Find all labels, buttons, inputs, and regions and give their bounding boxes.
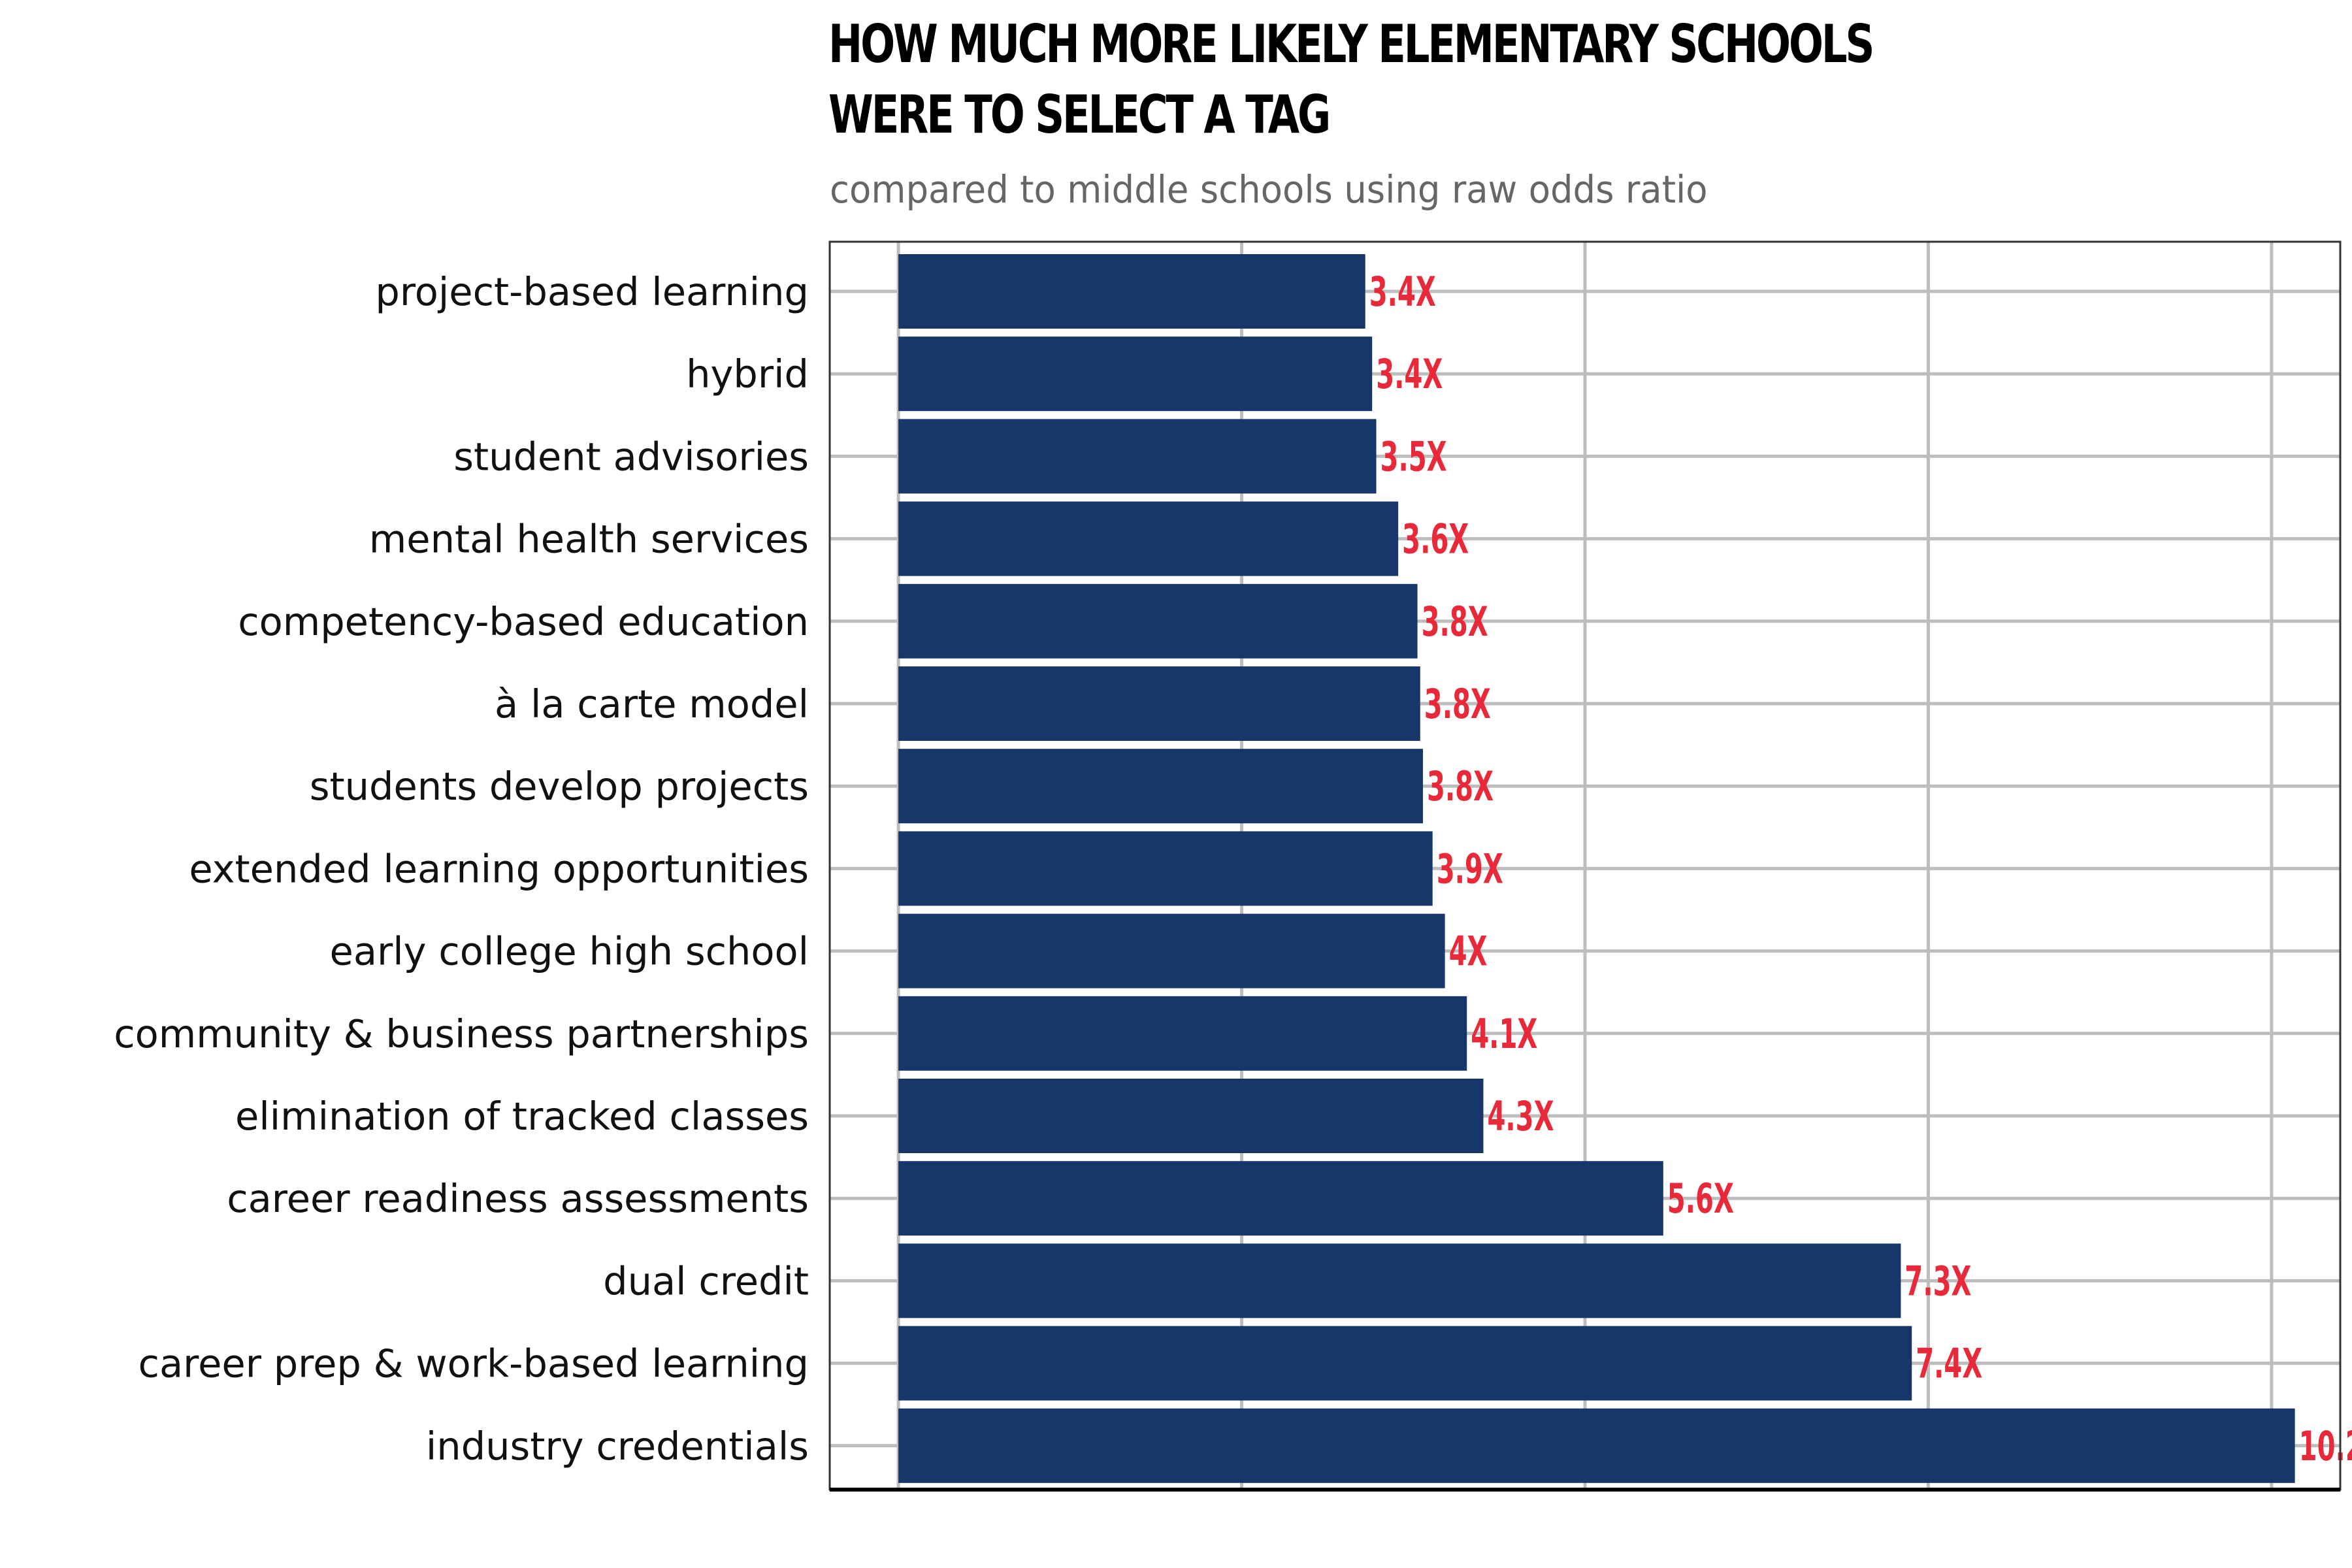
chart-subtitle: compared to middle schools using raw odd… bbox=[830, 167, 1708, 212]
category-label: student advisories bbox=[453, 434, 809, 479]
bar bbox=[898, 336, 1373, 412]
value-label: 3.6X bbox=[1402, 515, 1469, 563]
plot-frame bbox=[828, 240, 2342, 1492]
bar bbox=[898, 1326, 1912, 1401]
value-label: 3.5X bbox=[1380, 433, 1447, 480]
category-label: mental health services bbox=[369, 517, 809, 562]
value-label: 3.9X bbox=[1437, 845, 1503, 892]
bar bbox=[898, 831, 1433, 906]
category-label: elimination of tracked classes bbox=[235, 1094, 809, 1139]
bar bbox=[898, 913, 1445, 988]
category-label: career prep & work-based learning bbox=[139, 1341, 809, 1386]
category-label: career readiness assessments bbox=[227, 1176, 809, 1221]
bar bbox=[898, 749, 1423, 824]
bar bbox=[898, 1161, 1663, 1236]
value-labels: 3.4X 3.4X 3.5X 3.6X 3.8X 3.8X 3.8X 3.9X 4X 4.1X 4.… bbox=[1369, 268, 2352, 1470]
bar bbox=[898, 666, 1420, 741]
value-label: 3.4X bbox=[1376, 350, 1443, 398]
value-label: 4X bbox=[1449, 928, 1488, 975]
bar bbox=[898, 583, 1418, 659]
category-label: students develop projects bbox=[310, 764, 809, 809]
chart-bars bbox=[898, 254, 2295, 1483]
value-label: 4.1X bbox=[1471, 1010, 1537, 1058]
category-label: community & business partnerships bbox=[114, 1011, 809, 1056]
category-label: à la carte model bbox=[495, 681, 809, 727]
value-label: 7.3X bbox=[1904, 1257, 1971, 1305]
category-label: early college high school bbox=[330, 929, 809, 974]
value-label: 4.3X bbox=[1487, 1092, 1554, 1140]
value-label: 5.6X bbox=[1667, 1175, 1734, 1222]
bar bbox=[898, 1408, 2295, 1483]
value-label: 3.8X bbox=[1424, 680, 1491, 728]
value-label: 3.8X bbox=[1427, 762, 1494, 810]
value-label: 7.4X bbox=[1916, 1340, 1982, 1388]
bar bbox=[898, 1079, 1484, 1153]
bar bbox=[898, 501, 1399, 576]
category-label: dual credit bbox=[603, 1258, 809, 1303]
category-label: extended learning opportunities bbox=[189, 846, 809, 891]
value-label: 3.4X bbox=[1369, 268, 1436, 316]
category-label: competency-based education bbox=[238, 599, 809, 644]
value-label: 10.2X bbox=[2299, 1422, 2352, 1470]
category-label: industry credentials bbox=[426, 1424, 809, 1469]
value-label: 3.8X bbox=[1422, 598, 1488, 645]
bar bbox=[898, 1243, 1901, 1318]
category-label: project-based learning bbox=[375, 269, 809, 314]
bar bbox=[898, 254, 1365, 329]
chart-title: HOW MUCH MORE LIKELY ELEMENTARY SCHOOLS … bbox=[828, 14, 1874, 145]
category-labels: project-based learning hybrid student advi… bbox=[114, 269, 809, 1469]
bar bbox=[898, 996, 1467, 1071]
bar bbox=[898, 419, 1377, 494]
category-label: hybrid bbox=[686, 351, 809, 397]
